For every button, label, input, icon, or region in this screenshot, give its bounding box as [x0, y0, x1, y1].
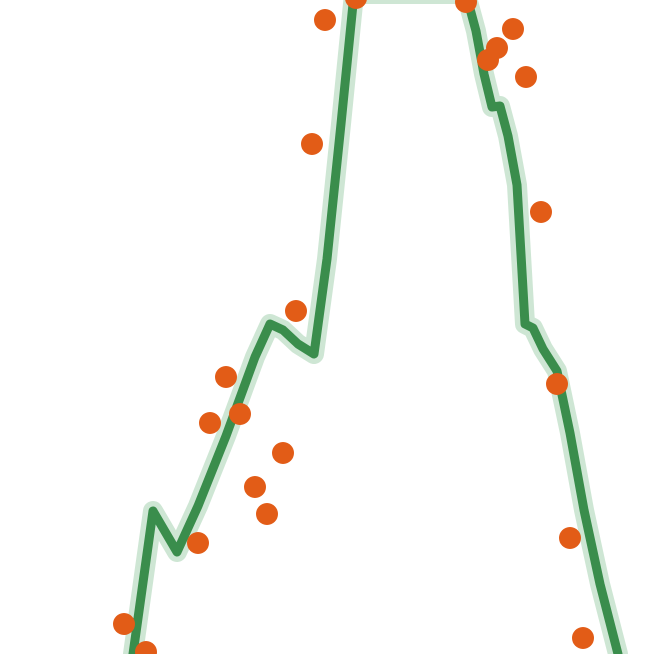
data-point-19: [546, 373, 568, 395]
confidence-band-0: [123, 0, 628, 654]
data-point-12: [345, 0, 367, 9]
data-point-7: [256, 503, 278, 525]
data-point-10: [301, 133, 323, 155]
fit-line-layer: [128, 0, 623, 654]
data-point-13: [455, 0, 477, 13]
data-point-21: [572, 627, 594, 649]
data-point-9: [285, 300, 307, 322]
data-point-2: [187, 532, 209, 554]
data-point-15: [486, 37, 508, 59]
data-point-3: [199, 412, 221, 434]
data-point-0: [113, 613, 135, 635]
data-point-16: [502, 18, 524, 40]
data-point-17: [515, 66, 537, 88]
data-points-layer: [113, 0, 594, 654]
data-point-8: [272, 442, 294, 464]
series-line-0: [128, 0, 623, 654]
data-point-6: [244, 476, 266, 498]
data-point-5: [229, 403, 251, 425]
data-point-20: [559, 527, 581, 549]
data-point-18: [530, 201, 552, 223]
data-point-4: [215, 366, 237, 388]
confidence-band-layer: [123, 0, 628, 654]
data-point-1: [135, 641, 157, 654]
data-point-11: [314, 9, 336, 31]
